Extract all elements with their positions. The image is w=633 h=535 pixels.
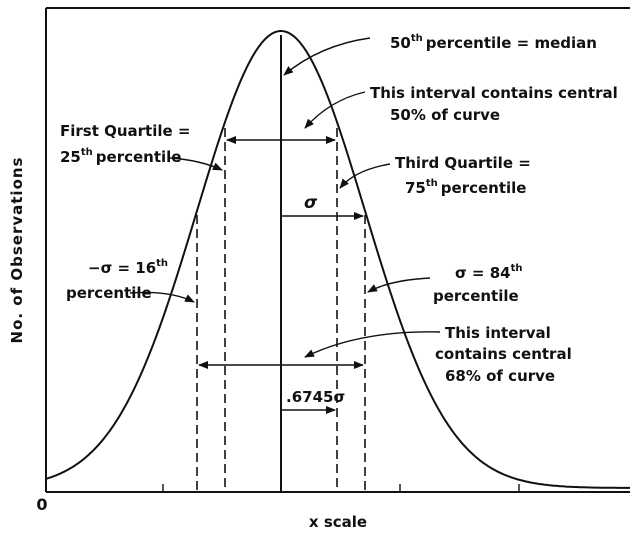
- interval68-line1: This interval: [445, 324, 551, 342]
- quartile-deviation-label: .6745σ: [286, 388, 345, 406]
- normal-curve: [45, 30, 630, 489]
- labels: 50th percentile = median This interval co…: [8, 33, 618, 531]
- sigma-label: σ: [304, 193, 318, 213]
- arrows: [129, 37, 441, 414]
- minus-sigma-line2: percentile: [66, 284, 152, 302]
- q1-line2: 25th percentile: [60, 147, 181, 166]
- interval50-line1: This interval contains central: [370, 84, 618, 102]
- minus-sigma-line1: −σ = 16th: [88, 258, 168, 277]
- interval68-line2: contains central: [435, 345, 572, 363]
- q3-line2: 75th percentile: [405, 178, 526, 197]
- origin-label: 0: [36, 495, 47, 514]
- plus-sigma-line1: σ = 84th: [455, 263, 522, 282]
- median-label: 50th percentile = median: [390, 33, 597, 52]
- q1-line1: First Quartile =: [60, 122, 190, 140]
- plus-sigma-line2: percentile: [433, 287, 519, 305]
- frame: [45, 7, 630, 493]
- y-axis-label: No. of Observations: [8, 157, 26, 344]
- x-axis-label: x scale: [309, 513, 367, 531]
- interval68-line3: 68% of curve: [445, 367, 555, 385]
- q3-line1: Third Quartile =: [395, 154, 531, 172]
- interval50-line2: 50% of curve: [390, 106, 500, 124]
- reference-lines: [196, 35, 366, 492]
